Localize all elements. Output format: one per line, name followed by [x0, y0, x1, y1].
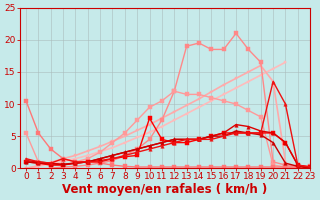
X-axis label: Vent moyen/en rafales ( km/h ): Vent moyen/en rafales ( km/h ) [62, 183, 268, 196]
